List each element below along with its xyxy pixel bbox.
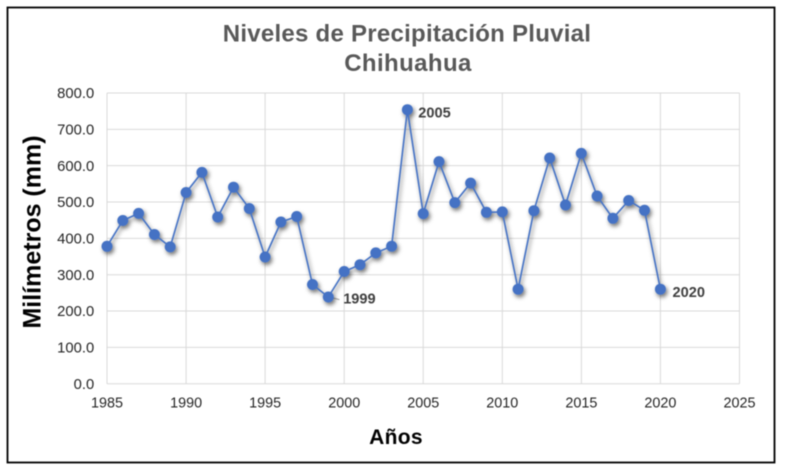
svg-text:700.0: 700.0	[57, 123, 94, 139]
svg-text:500.0: 500.0	[57, 195, 94, 211]
svg-text:100.0: 100.0	[57, 341, 94, 357]
svg-text:2015: 2015	[565, 396, 597, 412]
svg-text:300.0: 300.0	[57, 268, 94, 284]
svg-text:2020: 2020	[644, 396, 676, 412]
svg-text:Años: Años	[369, 426, 423, 449]
svg-text:Niveles de Precipitación Pluvi: Niveles de Precipitación Pluvial	[223, 21, 591, 48]
svg-text:400.0: 400.0	[57, 232, 94, 248]
svg-text:2025: 2025	[723, 396, 755, 412]
svg-text:1999: 1999	[343, 292, 375, 308]
svg-text:2020: 2020	[673, 285, 705, 301]
svg-text:1990: 1990	[170, 396, 202, 412]
svg-text:1985: 1985	[91, 396, 123, 412]
svg-text:600.0: 600.0	[57, 159, 94, 175]
svg-text:1995: 1995	[249, 396, 281, 412]
svg-text:2010: 2010	[486, 396, 518, 412]
svg-text:2005: 2005	[418, 105, 450, 121]
svg-text:2005: 2005	[407, 396, 439, 412]
svg-text:2000: 2000	[328, 396, 360, 412]
svg-text:200.0: 200.0	[57, 304, 94, 320]
svg-text:800.0: 800.0	[57, 86, 94, 102]
svg-text:0.0: 0.0	[74, 377, 95, 393]
svg-text:Chihuahua: Chihuahua	[344, 50, 472, 77]
svg-text:Milímetros (mm): Milímetros (mm)	[18, 135, 46, 328]
